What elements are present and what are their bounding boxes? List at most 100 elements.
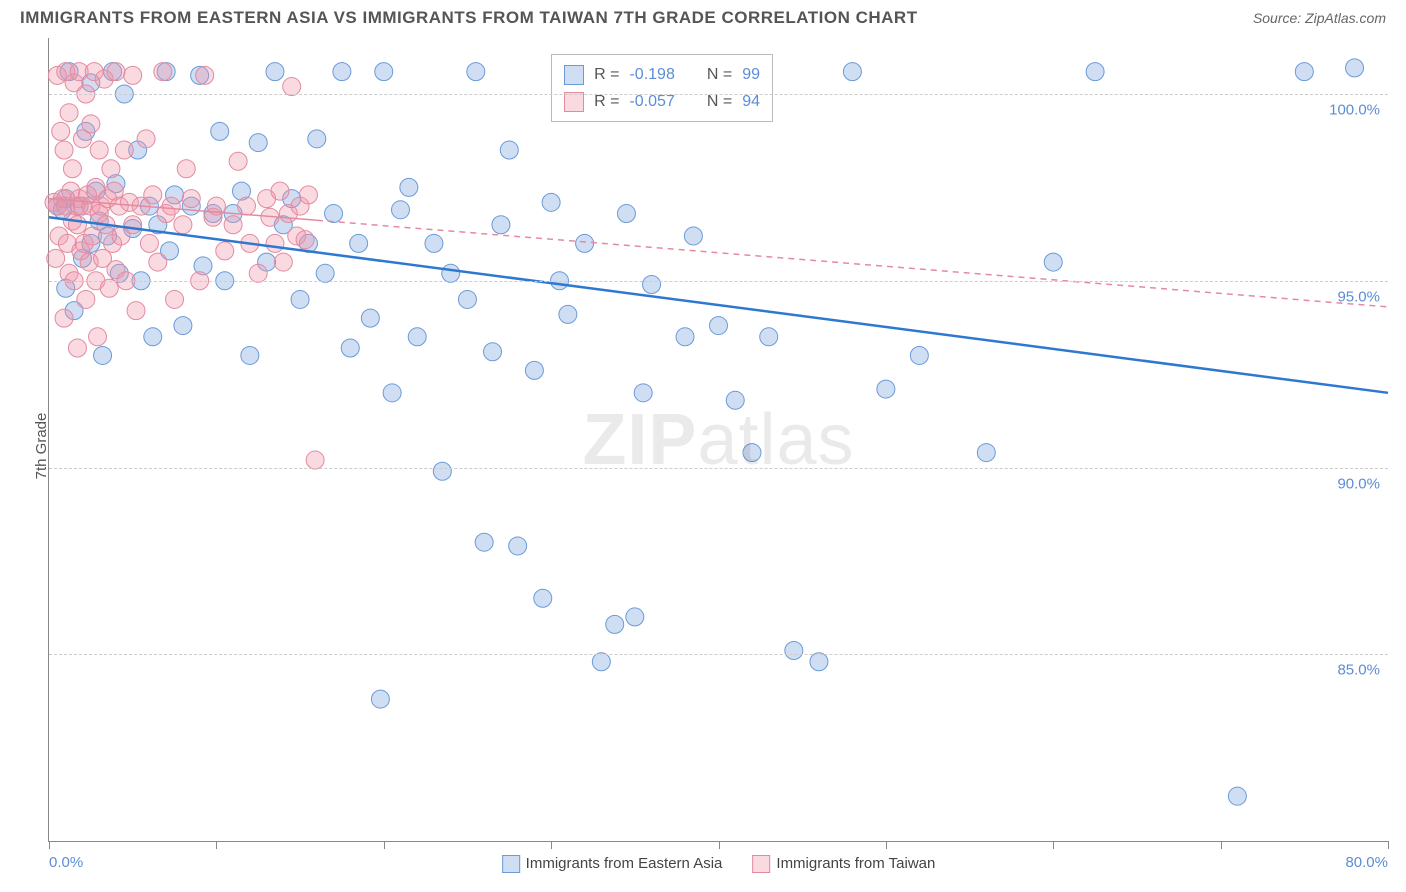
data-point bbox=[877, 380, 895, 398]
legend-swatch bbox=[752, 855, 770, 873]
data-point bbox=[500, 141, 518, 159]
stat-label: R = bbox=[594, 61, 619, 88]
data-point bbox=[467, 63, 485, 81]
data-point bbox=[576, 234, 594, 252]
data-point bbox=[241, 346, 259, 364]
data-point bbox=[509, 537, 527, 555]
data-point bbox=[55, 309, 73, 327]
data-point bbox=[1086, 63, 1104, 81]
data-point bbox=[296, 231, 314, 249]
data-point bbox=[371, 690, 389, 708]
data-point bbox=[82, 115, 100, 133]
legend-swatch bbox=[502, 855, 520, 873]
data-point bbox=[166, 290, 184, 308]
data-point bbox=[283, 78, 301, 96]
data-point bbox=[291, 290, 309, 308]
trend-line bbox=[49, 217, 1388, 393]
data-point bbox=[484, 343, 502, 361]
data-point bbox=[224, 216, 242, 234]
data-point bbox=[534, 589, 552, 607]
data-point bbox=[375, 63, 393, 81]
x-tick bbox=[384, 841, 385, 849]
data-point bbox=[229, 152, 247, 170]
data-point bbox=[196, 66, 214, 84]
data-point bbox=[127, 302, 145, 320]
y-tick-label: 95.0% bbox=[1337, 288, 1380, 305]
data-point bbox=[1228, 787, 1246, 805]
data-point bbox=[55, 141, 73, 159]
n-value: 99 bbox=[742, 61, 760, 88]
data-point bbox=[216, 242, 234, 260]
data-point bbox=[182, 190, 200, 208]
series-swatch bbox=[564, 65, 584, 85]
data-point bbox=[94, 346, 112, 364]
data-point bbox=[274, 253, 292, 271]
x-tick bbox=[886, 841, 887, 849]
data-point bbox=[60, 104, 78, 122]
data-point bbox=[90, 141, 108, 159]
n-value: 94 bbox=[742, 88, 760, 115]
x-tick bbox=[49, 841, 50, 849]
stat-label: N = bbox=[707, 88, 732, 115]
data-point bbox=[843, 63, 861, 81]
data-point bbox=[391, 201, 409, 219]
chart-title: IMMIGRANTS FROM EASTERN ASIA VS IMMIGRAN… bbox=[20, 8, 918, 28]
data-point bbox=[400, 178, 418, 196]
data-point bbox=[308, 130, 326, 148]
y-tick-label: 100.0% bbox=[1329, 102, 1380, 119]
data-point bbox=[124, 216, 142, 234]
data-point bbox=[458, 290, 476, 308]
data-point bbox=[140, 234, 158, 252]
legend-item: Immigrants from Eastern Asia bbox=[502, 855, 723, 873]
y-tick-label: 85.0% bbox=[1337, 662, 1380, 679]
gridline bbox=[49, 654, 1388, 655]
x-tick-label: 0.0% bbox=[49, 854, 83, 871]
data-point bbox=[68, 216, 86, 234]
stat-label: R = bbox=[594, 88, 619, 115]
legend-item: Immigrants from Taiwan bbox=[752, 855, 935, 873]
data-point bbox=[144, 186, 162, 204]
data-point bbox=[154, 63, 172, 81]
data-point bbox=[492, 216, 510, 234]
data-point bbox=[144, 328, 162, 346]
data-point bbox=[433, 462, 451, 480]
x-tick bbox=[1388, 841, 1389, 849]
data-point bbox=[266, 234, 284, 252]
data-point bbox=[1044, 253, 1062, 271]
chart-plot-area: ZIPatlas R =-0.198N =99R =-0.057N =94 Im… bbox=[48, 38, 1388, 842]
data-point bbox=[710, 317, 728, 335]
data-point bbox=[1346, 59, 1364, 77]
x-tick bbox=[1053, 841, 1054, 849]
data-point bbox=[333, 63, 351, 81]
legend-label: Immigrants from Taiwan bbox=[776, 855, 935, 872]
data-point bbox=[249, 264, 267, 282]
data-point bbox=[63, 160, 81, 178]
data-point bbox=[299, 186, 317, 204]
source-attribution: Source: ZipAtlas.com bbox=[1253, 10, 1386, 26]
data-point bbox=[162, 197, 180, 215]
data-point bbox=[100, 279, 118, 297]
data-point bbox=[785, 642, 803, 660]
r-value: -0.057 bbox=[629, 88, 674, 115]
data-point bbox=[743, 444, 761, 462]
data-point bbox=[211, 122, 229, 140]
stat-label: N = bbox=[707, 61, 732, 88]
legend-label: Immigrants from Eastern Asia bbox=[526, 855, 723, 872]
data-point bbox=[634, 384, 652, 402]
stats-row: R = -0.057 N = 94 bbox=[564, 88, 760, 115]
data-point bbox=[115, 141, 133, 159]
data-point bbox=[350, 234, 368, 252]
data-point bbox=[910, 346, 928, 364]
gridline bbox=[49, 468, 1388, 469]
data-point bbox=[325, 205, 343, 223]
data-point bbox=[271, 182, 289, 200]
data-point bbox=[174, 216, 192, 234]
x-tick bbox=[719, 841, 720, 849]
data-point bbox=[760, 328, 778, 346]
data-point bbox=[592, 653, 610, 671]
data-point bbox=[77, 290, 95, 308]
data-point bbox=[383, 384, 401, 402]
data-point bbox=[442, 264, 460, 282]
data-point bbox=[525, 361, 543, 379]
data-point bbox=[408, 328, 426, 346]
